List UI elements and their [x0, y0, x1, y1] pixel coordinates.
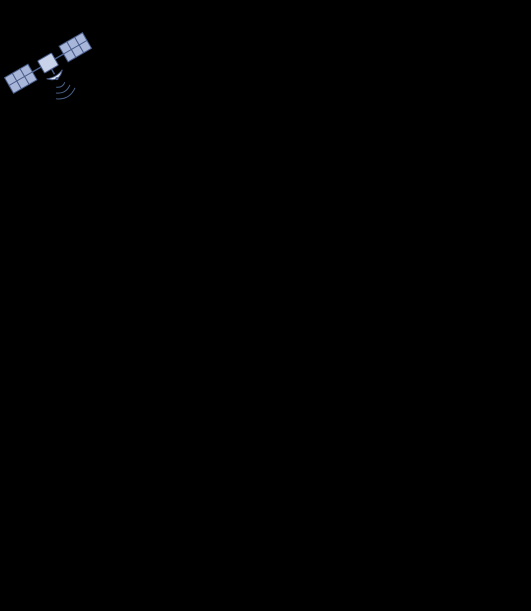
- satellite-icon: [0, 10, 115, 135]
